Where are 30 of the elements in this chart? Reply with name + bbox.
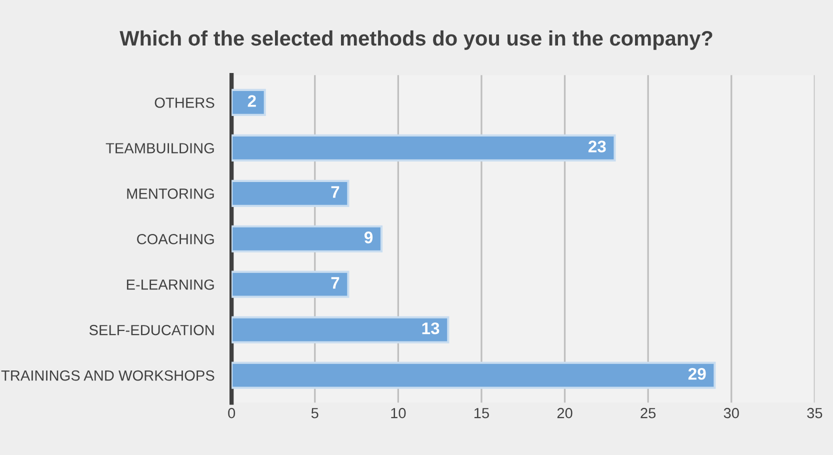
x-tick-label: 0 [228, 408, 236, 418]
data-label: 23 [588, 140, 606, 152]
bar [232, 134, 616, 162]
bar [232, 180, 350, 207]
data-label: 29 [688, 368, 706, 380]
y-tick-label: E-LEARNING [126, 279, 214, 290]
bar [232, 270, 350, 298]
x-tick-label: 25 [640, 408, 656, 418]
x-tick-label: 35 [807, 408, 822, 418]
data-label: 9 [364, 232, 373, 244]
y-tick-label: OTHERS [154, 98, 214, 108]
y-tick-label: COACHING [137, 234, 214, 244]
data-label: 7 [331, 186, 340, 198]
data-label: 2 [248, 95, 256, 107]
chart-title: Which of the selected methods do you use in the company? [120, 30, 712, 50]
x-tick-label: 5 [311, 408, 318, 418]
bar [232, 88, 266, 116]
data-label: 13 [422, 322, 440, 334]
y-tick-label: MENTORING [127, 188, 214, 199]
x-tick-label: 20 [557, 408, 572, 418]
y-tick-label: TEAMBUILDING [106, 143, 214, 154]
data-label: 7 [331, 277, 340, 289]
x-tick-label: 30 [724, 408, 739, 418]
bar [232, 225, 383, 252]
x-tick-label: 15 [474, 408, 489, 418]
x-tick-label: 10 [391, 408, 406, 418]
bar [232, 362, 716, 389]
y-tick-label: TRAININGS AND WORKSHOPS [1, 370, 214, 381]
y-tick-label: SELF-EDUCATION [89, 324, 214, 336]
bar [232, 316, 450, 344]
